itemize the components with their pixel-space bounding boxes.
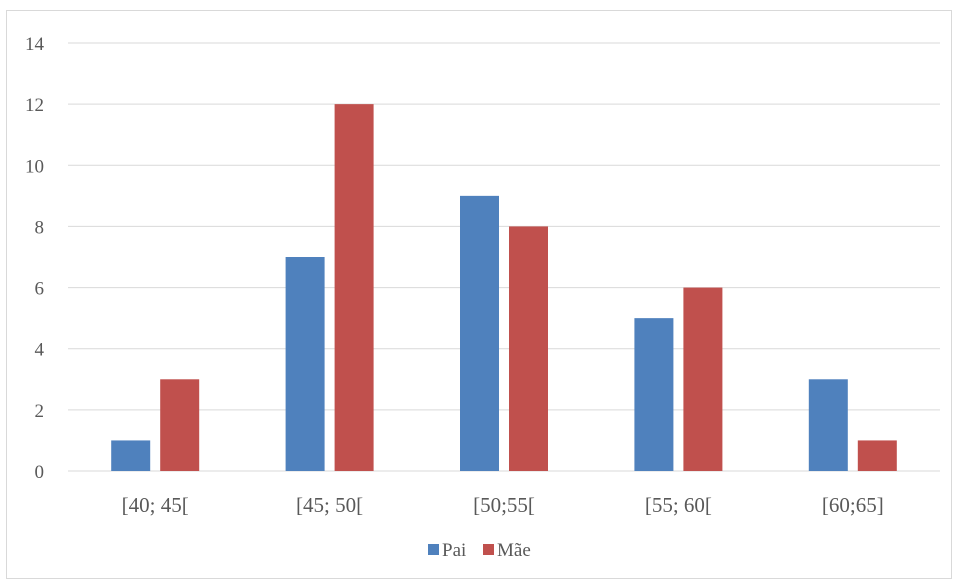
x-category-label: [45; 50[: [296, 493, 363, 517]
y-tick-label: 4: [35, 340, 45, 361]
bar-mae-0: [160, 379, 200, 471]
bar-mae-4: [857, 440, 897, 471]
bar-mae-1: [334, 104, 374, 472]
y-axis-ticks: 0 2 4 6 8 10 12 14: [25, 34, 45, 483]
x-category-label: [55; 60[: [645, 493, 712, 517]
legend-label-mae: Mãe: [497, 540, 531, 561]
bar-pai-4: [808, 379, 848, 471]
y-tick-label: 8: [35, 217, 45, 238]
y-tick-label: 6: [35, 279, 45, 300]
gridlines: [68, 42, 940, 472]
legend-swatch-mae: [483, 544, 494, 555]
y-tick-label: 14: [25, 34, 45, 55]
x-category-label: [50;55[: [473, 493, 535, 517]
legend-swatch-pai: [428, 544, 439, 555]
legend: Pai Mãe: [428, 540, 531, 561]
bar-pai-3: [634, 318, 674, 471]
x-axis-labels: [40; 45[ [45; 50[ [50;55[ [55; 60[ [60;65]: [122, 493, 884, 517]
y-tick-label: 12: [25, 95, 44, 116]
bar-mae-2: [509, 226, 548, 471]
legend-label-pai: Pai: [442, 540, 466, 561]
x-category-label: [60;65]: [822, 493, 884, 517]
bar-pai-0: [111, 440, 151, 471]
y-tick-label: 10: [25, 156, 44, 177]
bars: [111, 104, 897, 472]
y-tick-label: 0: [35, 462, 45, 483]
y-tick-label: 2: [35, 401, 45, 422]
bar-pai-1: [285, 257, 325, 471]
bar-mae-3: [683, 287, 723, 471]
x-category-label: [40; 45[: [122, 493, 189, 517]
bar-pai-2: [460, 195, 499, 471]
